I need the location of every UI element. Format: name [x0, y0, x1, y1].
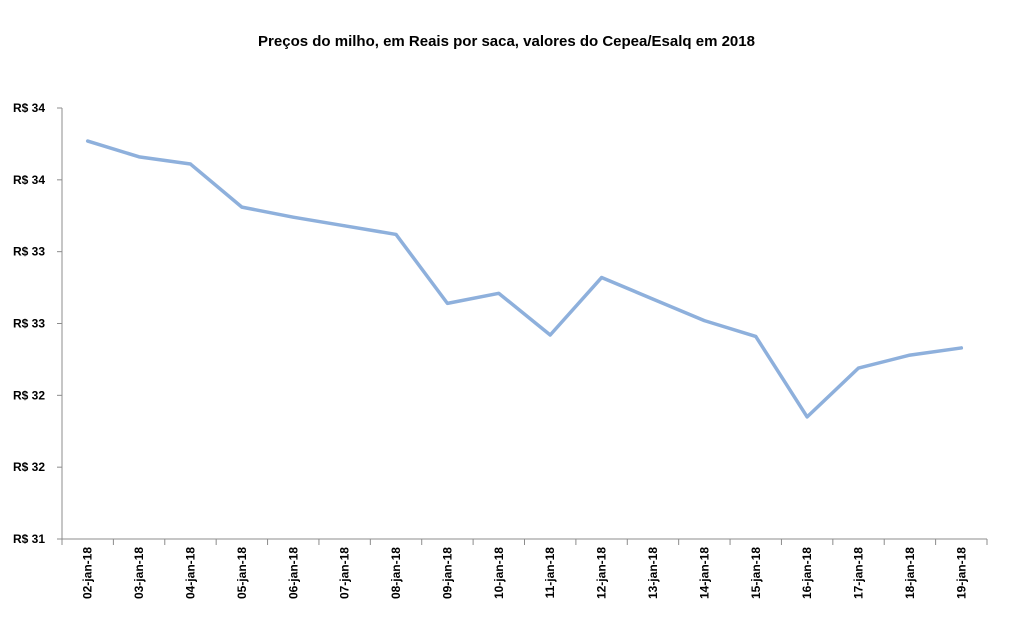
data-point [754, 334, 758, 338]
data-point [702, 319, 706, 323]
x-tick-label: 06-jan-18 [286, 547, 300, 599]
x-tick-label: 16-jan-18 [800, 547, 814, 599]
data-point [908, 353, 912, 357]
data-point [600, 276, 604, 280]
x-tick-label: 18-jan-18 [903, 547, 917, 599]
data-point [86, 139, 90, 143]
x-tick-label: 02-jan-18 [81, 547, 95, 599]
data-point [188, 162, 192, 166]
x-tick-label: 17-jan-18 [852, 547, 866, 599]
y-tick-label: R$ 34 [13, 173, 45, 187]
y-tick-label: R$ 32 [13, 460, 45, 474]
x-tick-label: 09-jan-18 [440, 547, 454, 599]
x-tick-label: 05-jan-18 [235, 547, 249, 599]
data-point [394, 232, 398, 236]
x-tick-label: 15-jan-18 [749, 547, 763, 599]
x-tick-label: 03-jan-18 [132, 547, 146, 599]
series-line [85, 139, 964, 419]
data-point [805, 415, 809, 419]
data-point [445, 301, 449, 305]
x-tick-label: 07-jan-18 [338, 547, 352, 599]
data-point [959, 346, 963, 350]
x-tick-label: 19-jan-18 [954, 547, 968, 599]
chart-title: Preços do milho, em Reais por saca, valo… [258, 33, 755, 50]
y-tick-label: R$ 32 [13, 388, 45, 402]
data-point [548, 333, 552, 337]
y-tick-label: R$ 34 [13, 101, 45, 115]
data-point [137, 155, 141, 159]
x-tick-label: 11-jan-18 [543, 547, 557, 599]
data-point [651, 297, 655, 301]
x-tick-label: 14-jan-18 [697, 547, 711, 599]
data-point [240, 205, 244, 209]
x-tick-label: 13-jan-18 [646, 547, 660, 599]
x-tick-label: 10-jan-18 [492, 547, 506, 599]
x-tick-label: 04-jan-18 [183, 547, 197, 599]
data-point [291, 215, 295, 219]
y-tick-label: R$ 31 [13, 532, 45, 546]
x-tick-label: 12-jan-18 [595, 547, 609, 599]
y-tick-label: R$ 33 [13, 245, 45, 259]
data-point [343, 224, 347, 228]
y-tick-label: R$ 33 [13, 317, 45, 331]
data-point [857, 366, 861, 370]
x-tick-label: 08-jan-18 [389, 547, 403, 599]
data-point [497, 291, 501, 295]
